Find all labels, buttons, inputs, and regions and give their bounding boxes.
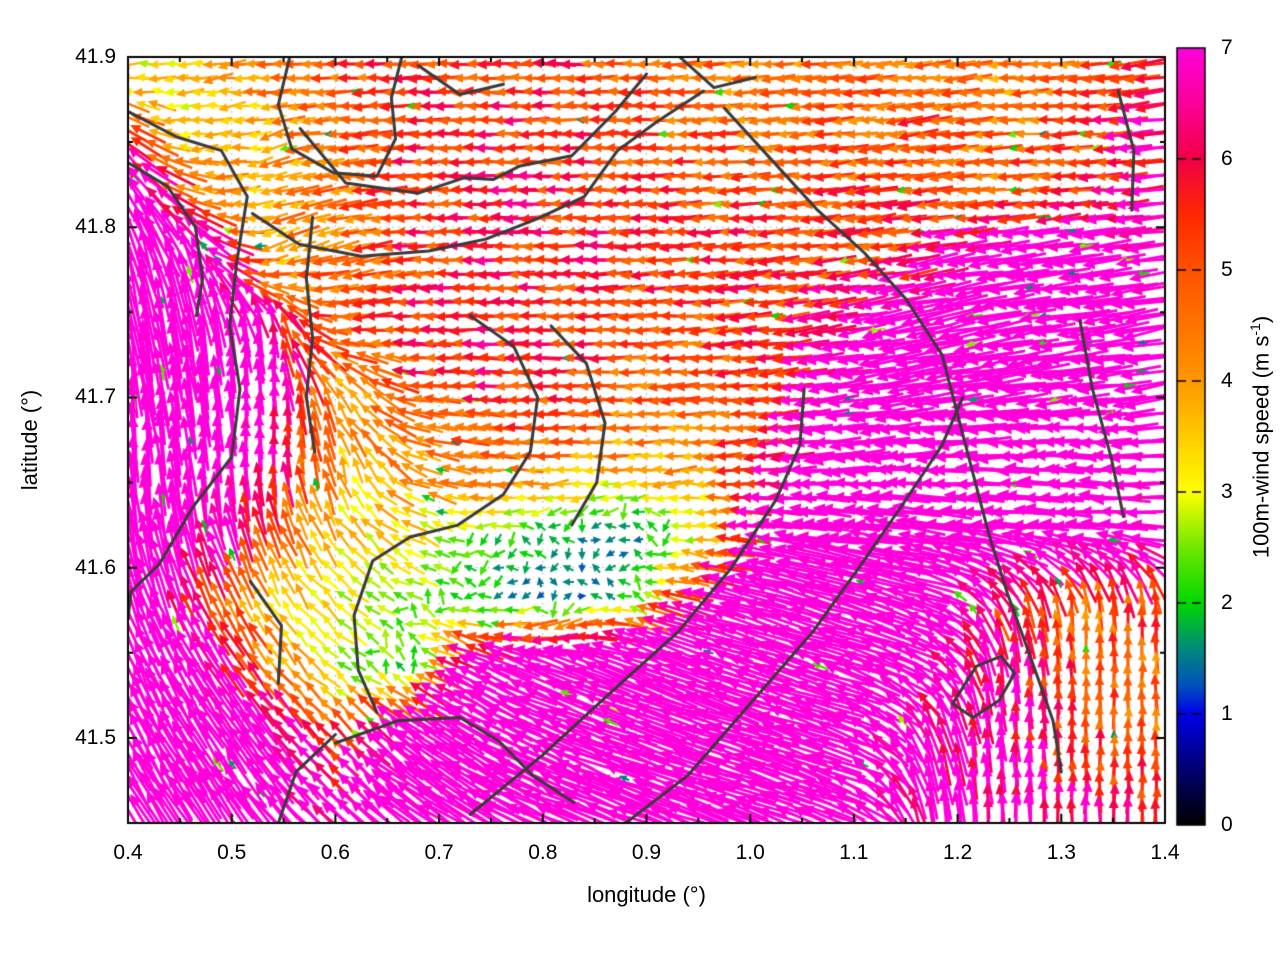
x-tick-label: 0.8 (528, 841, 558, 864)
colorbar-tick-label: 2 (1221, 591, 1233, 614)
y-tick-label: 41.6 (75, 555, 116, 579)
colorbar-tick-label: 7 (1221, 36, 1233, 59)
x-tick-label: 0.5 (217, 841, 247, 864)
x-tick-label: 0.7 (424, 841, 454, 864)
y-tick-label: 41.8 (75, 215, 116, 239)
x-tick-label: 0.9 (631, 841, 662, 864)
x-tick-label: 0.6 (320, 841, 350, 864)
colorbar-tick-label: 0 (1221, 813, 1233, 836)
colorbar-title: 100m-wind speed (m s-1) (1242, 272, 1273, 602)
y-tick-label: 41.5 (75, 725, 116, 749)
x-tick-label: 1.0 (735, 841, 765, 864)
x-tick-label: 1.3 (1046, 841, 1076, 864)
y-tick-label: 41.7 (75, 385, 116, 409)
x-tick-label: 1.4 (1150, 841, 1180, 864)
colorbar-tick-label: 4 (1221, 369, 1233, 392)
colorbar-tick-label: 3 (1221, 480, 1233, 503)
colorbar-title-close: ) (1248, 315, 1274, 324)
colorbar-title-superscript: -1 (1247, 323, 1263, 336)
colorbar-tick-label: 6 (1221, 147, 1233, 170)
y-axis-title: latitude (°) (17, 389, 42, 491)
colorbar-tick-label: 5 (1221, 258, 1233, 281)
x-tick-label: 0.4 (113, 841, 143, 864)
x-axis-title: longitude (°) (587, 882, 706, 907)
y-tick-label: 41.9 (75, 45, 116, 68)
colorbar-tick-label: 1 (1221, 702, 1233, 725)
x-tick-label: 1.1 (839, 841, 869, 864)
x-tick-label: 1.2 (942, 841, 973, 864)
